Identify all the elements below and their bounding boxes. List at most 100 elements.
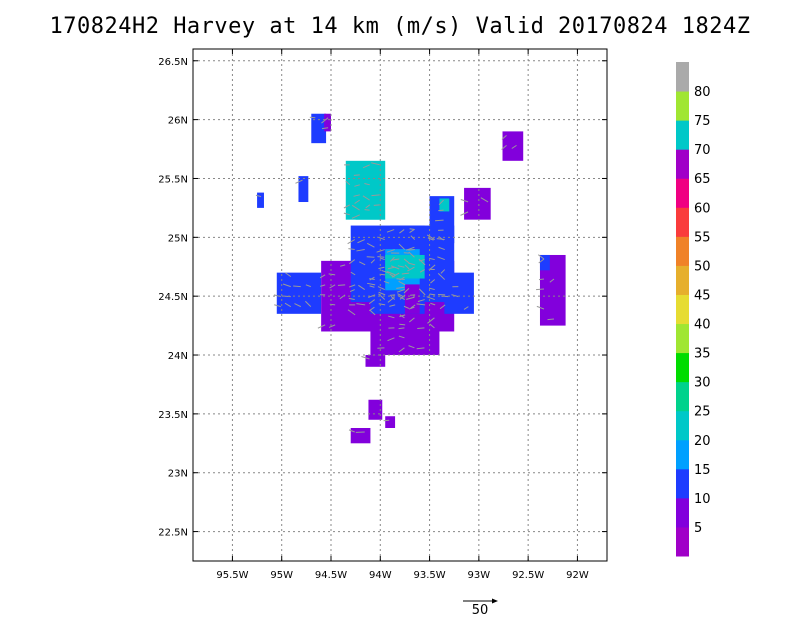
y-axis: 22.5N 23N 23.5N 24N 24.5N 25N 25.5N 26N 26.5N — [158, 57, 607, 539]
field-cell-5 — [355, 196, 381, 220]
wind-vector-40 — [547, 318, 555, 321]
wind-vector-108 — [347, 239, 355, 245]
colorbar-label-5: 30 — [694, 376, 711, 391]
vector-scale-arrowhead — [492, 598, 498, 604]
wind-vector-186 — [383, 419, 390, 422]
wind-vector-92 — [439, 304, 446, 310]
wind-vector-56 — [328, 273, 336, 276]
wind-vector-99 — [398, 335, 405, 339]
wind-vector-80 — [399, 314, 406, 318]
wind-vector-179 — [404, 264, 410, 270]
wind-vector-126 — [398, 243, 406, 250]
wind-vector-134 — [419, 269, 425, 273]
colorbar-swatch-7 — [676, 323, 689, 354]
colorbar-label-11: 60 — [694, 201, 711, 216]
wind-vector-16 — [371, 162, 380, 166]
x-tick-label-3: 94W — [369, 570, 392, 581]
wind-vector-178 — [390, 265, 400, 270]
colorbar-swatch-0 — [676, 526, 689, 557]
wind-vector-177 — [392, 258, 400, 261]
wind-vector-45 — [282, 283, 291, 288]
wind-vector-6 — [345, 180, 351, 186]
wind-vector-57 — [329, 284, 336, 289]
vector-scale-label: 50 — [472, 603, 489, 618]
colorbar-swatch-10 — [676, 236, 689, 266]
colorbar-swatch-2 — [676, 468, 689, 499]
wind-vector-52 — [319, 274, 326, 279]
wind-vector-23 — [427, 237, 434, 241]
wind-vector-114 — [356, 249, 365, 252]
colorbar-label-10: 55 — [694, 230, 711, 245]
wind-vector-10 — [354, 184, 360, 187]
wind-vector-111 — [349, 289, 355, 293]
wind-vector-132 — [408, 249, 415, 251]
wind-vector-157 — [389, 256, 395, 262]
colorbar-swatch-6 — [676, 352, 689, 383]
wind-vector-102 — [408, 345, 415, 349]
wind-vector-100 — [398, 347, 405, 353]
wind-vector-142 — [436, 238, 445, 241]
wind-vector-166 — [408, 251, 415, 258]
wind-vector-43 — [274, 304, 281, 308]
wind-vector-140 — [428, 287, 435, 291]
wind-vector-87 — [416, 303, 426, 306]
wind-vector-85 — [418, 258, 426, 266]
wind-vector-185 — [463, 306, 469, 310]
y-tick-label-4: 24.5N — [158, 292, 188, 303]
wind-vector-144 — [437, 256, 445, 261]
field-cell-15 — [365, 355, 386, 367]
wind-vector-4 — [295, 179, 303, 184]
wind-vector-69 — [367, 282, 376, 286]
colorbar: 5 10 15 20 25 30 35 40 45 50 55 60 65 70 75 80 — [676, 62, 711, 557]
wind-vector-78 — [398, 280, 406, 286]
wind-vector-115 — [358, 284, 365, 290]
colorbar-label-1: 10 — [694, 492, 711, 507]
chart-title: 170824H2 Harvey at 14 km (m/s) Valid 201… — [49, 14, 751, 39]
wind-vector-97 — [399, 314, 405, 319]
wind-vector-34 — [511, 144, 517, 149]
wind-vector-112 — [348, 297, 355, 301]
wind-vector-158 — [387, 266, 395, 270]
wind-vector-60 — [340, 264, 346, 267]
wind-vector-86 — [418, 288, 426, 296]
wind-vector-162 — [399, 276, 405, 281]
field-cell-20 — [385, 254, 425, 279]
wind-vectors — [255, 116, 555, 433]
wind-vector-71 — [369, 309, 376, 316]
colorbar-swatch-9 — [676, 265, 689, 295]
wind-vector-153 — [369, 285, 375, 288]
y-tick-label-3: 24N — [168, 351, 188, 362]
wind-vector-8 — [343, 212, 350, 216]
wind-vector-9 — [353, 174, 360, 176]
wind-vector-136 — [426, 234, 435, 240]
wind-vector-146 — [437, 273, 446, 280]
wind-vector-18 — [373, 204, 380, 206]
wind-vector-15 — [365, 204, 371, 209]
wind-vector-82 — [408, 262, 416, 266]
wind-vector-25 — [438, 209, 444, 212]
colorbar-swatch-4 — [676, 410, 689, 441]
wind-vector-63 — [350, 271, 356, 276]
field-cell-0 — [311, 113, 327, 144]
wind-vector-64 — [348, 284, 356, 288]
wind-vector-150 — [366, 242, 375, 248]
wind-vector-62 — [339, 294, 346, 300]
wind-vector-106 — [429, 323, 435, 329]
wind-vector-3 — [255, 194, 262, 198]
wind-vector-175 — [403, 258, 410, 264]
colorbar-label-4: 25 — [694, 405, 711, 420]
wind-vector-89 — [429, 293, 436, 296]
wind-vector-161 — [397, 265, 405, 268]
x-tick-label-2: 94.5W — [315, 570, 347, 581]
wind-vector-11 — [353, 194, 360, 197]
wind-vector-169 — [408, 306, 415, 310]
field-cell-22 — [444, 272, 474, 314]
wind-vector-171 — [383, 280, 390, 284]
wind-vector-94 — [388, 315, 395, 319]
colorbar-swatch-13 — [676, 149, 689, 179]
x-tick-label-7: 92W — [566, 570, 589, 581]
wind-vector-139 — [430, 279, 436, 284]
y-tick-label-5: 25N — [168, 233, 188, 244]
wind-vector-131 — [410, 235, 416, 240]
wind-vector-123 — [378, 293, 386, 300]
